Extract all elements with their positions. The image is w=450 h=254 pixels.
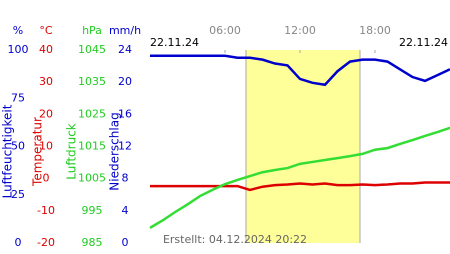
- axis-unit: hPa: [82, 24, 102, 37]
- y-tick-label: 1035: [78, 75, 106, 88]
- axis-title: Temperatur: [31, 117, 45, 187]
- axis-title: Niederschlag: [108, 112, 122, 190]
- y-tick-label: 1005: [78, 172, 106, 185]
- y-tick-label: 1015: [78, 140, 106, 153]
- series-line: [150, 54, 450, 87]
- y-tick-label: 4: [122, 204, 129, 217]
- y-tick-label: 100: [8, 43, 29, 56]
- footer: Erstellt: 04.12.2024 20:22: [163, 233, 307, 246]
- series-line: [150, 181, 450, 192]
- axis-title: Luftdruck: [65, 123, 79, 180]
- y-tick-label: 10: [39, 140, 53, 153]
- y-tick-label: 985: [82, 236, 103, 249]
- axis-unit: %: [13, 24, 23, 37]
- y-tick-label: 50: [11, 140, 25, 153]
- y-tick-label: 20: [118, 75, 132, 88]
- y-tick-label: 8: [122, 172, 129, 185]
- daylight-band: [246, 50, 360, 243]
- y-tick-label: 75: [11, 91, 25, 104]
- y-tick-label: 1025: [78, 107, 106, 120]
- x-tick-label: 06:00: [209, 24, 241, 37]
- y-tick-label: -10: [37, 204, 55, 217]
- y-tick-label: 25: [11, 188, 25, 201]
- axis-unit: mm/h: [109, 24, 141, 37]
- y-tick-label: 40: [39, 43, 53, 56]
- y-tick-label: 20: [39, 107, 53, 120]
- axis-unit: °C: [39, 24, 53, 37]
- y-tick-label: 24: [118, 43, 132, 56]
- date-right: 22.11.24: [399, 36, 448, 49]
- series-line: [149, 126, 450, 229]
- y-tick-label: 0: [122, 236, 129, 249]
- y-tick-label: 30: [39, 75, 53, 88]
- axis-title: Luftfeuchtigkeit: [1, 104, 15, 198]
- x-tick-label: 18:00: [359, 24, 391, 37]
- y-tick-label: -20: [37, 236, 55, 249]
- date-left: 22.11.24: [150, 36, 199, 49]
- y-tick-label: 995: [82, 204, 103, 217]
- y-tick-label: 16: [118, 107, 132, 120]
- y-tick-label: 0: [15, 236, 22, 249]
- y-tick-label: 12: [118, 140, 132, 153]
- y-tick-label: 1045: [78, 43, 106, 56]
- y-tick-label: 0: [43, 172, 50, 185]
- x-tick-label: 12:00: [284, 24, 316, 37]
